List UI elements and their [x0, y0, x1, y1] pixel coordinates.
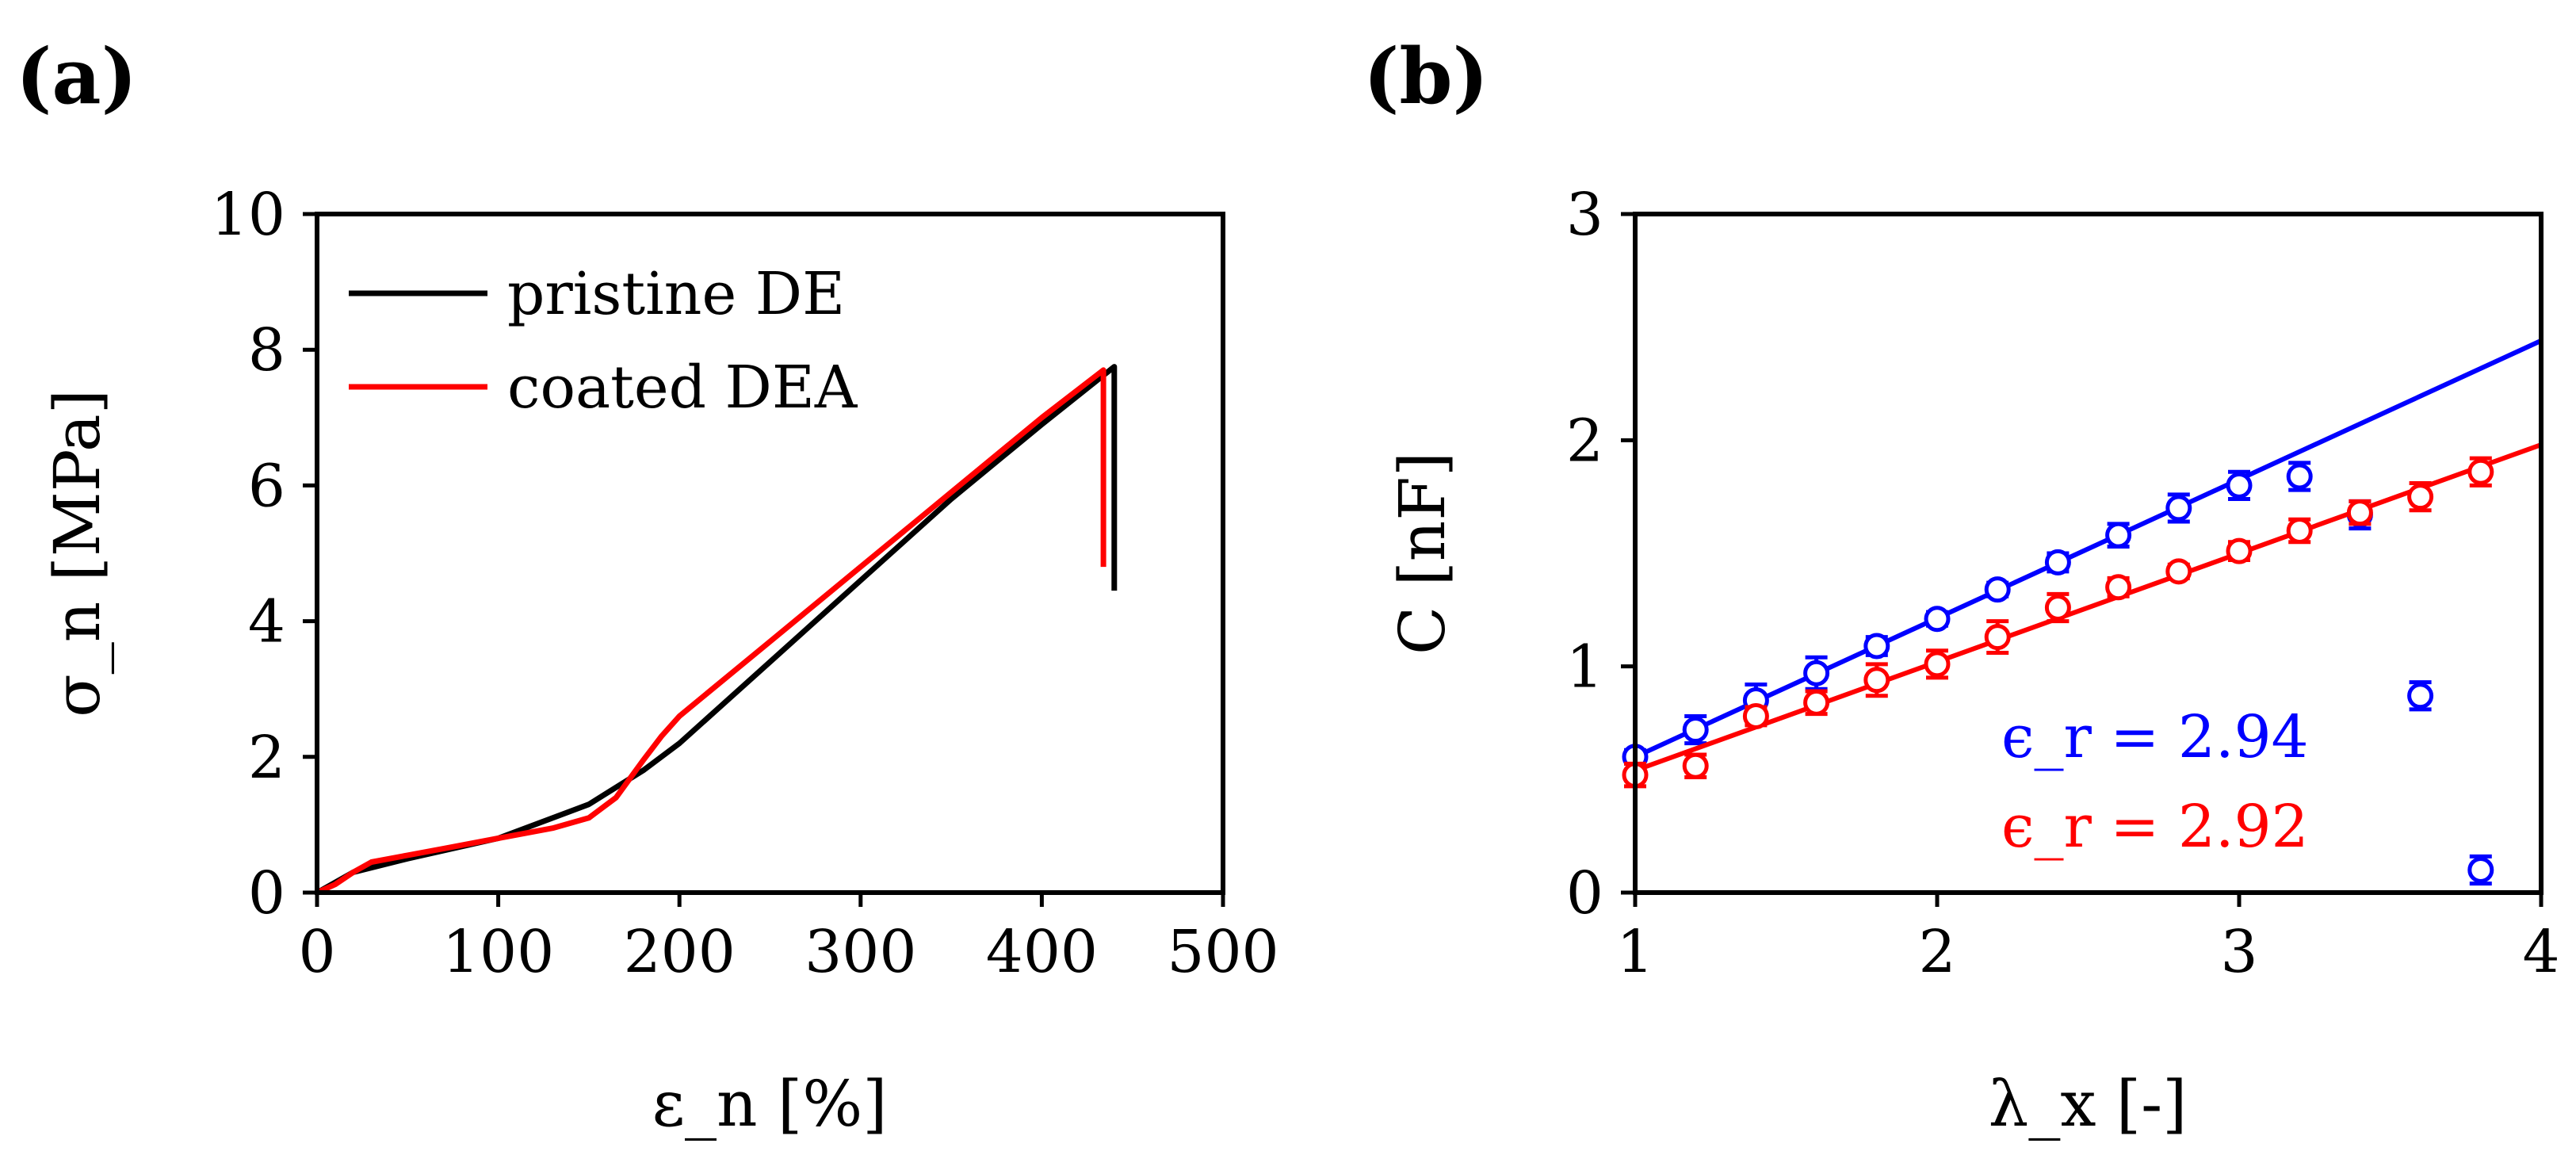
data-point-red [2346, 499, 2373, 526]
series-line-coated-dea [315, 367, 1106, 896]
legend-label-coated: coated DEA [507, 354, 858, 422]
panel-b-y-axis-label: C [nF] [1385, 452, 1459, 655]
data-point-blue [1924, 606, 1951, 633]
data-point-red [2467, 458, 2494, 485]
data-point-blue [1682, 717, 1709, 744]
data-point-red [1924, 651, 1951, 678]
data-point-red [2407, 484, 2434, 511]
data-point-blue [1984, 576, 2011, 603]
panel-b-x-tick-label: 1 [1616, 918, 1653, 986]
panel-b-y-tick-label: 2 [1566, 407, 1603, 475]
fit-line-blue [1634, 338, 2543, 759]
data-point-blue [2286, 463, 2313, 490]
panel-b-label: (b) [1363, 32, 1489, 121]
panel-a-x-axis-label: ε_n [%] [652, 1067, 888, 1141]
panel-b-y-tick-label: 0 [1566, 859, 1603, 927]
data-point-blue [1803, 660, 1830, 686]
data-point-blue [2467, 856, 2494, 883]
data-point-blue [2407, 683, 2434, 709]
data-point-blue [2105, 522, 2132, 549]
panel-a-label: (a) [16, 32, 137, 121]
data-point-red [1742, 702, 1769, 729]
panel-b-series [1622, 338, 2543, 886]
panel-a-x-tick-label: 0 [298, 918, 335, 986]
panel-a-y-axis-label: σ_n [MPa] [40, 389, 114, 717]
panel-b-y-ticks: 0 1 2 3 [1566, 181, 1635, 927]
panel-b-x-ticks: 1 2 3 4 [1616, 893, 2560, 986]
legend-label-pristine: pristine DE [507, 260, 845, 328]
fit-line-red [1634, 442, 2543, 773]
panel-b-y-tick-label: 1 [1566, 633, 1603, 702]
panel-a-x-tick-label: 400 [986, 918, 1098, 986]
panel-b-x-tick-label: 4 [2522, 918, 2559, 986]
data-point-red [1984, 624, 2011, 651]
data-point-blue [2044, 549, 2071, 576]
panel-a-y-tick-label: 6 [248, 452, 285, 520]
panel-b-frame [1633, 212, 2544, 895]
panel-a: (a) 0 100 200 300 400 500 0 2 4 6 8 10 ε_n [%] σ_n… [16, 32, 1279, 1141]
panel-a-x-tick-label: 100 [442, 918, 554, 986]
data-point-blue [2165, 495, 2192, 522]
data-point-red [2165, 558, 2192, 585]
data-point-blue [1863, 633, 1890, 660]
panel-b-y-tick-label: 3 [1566, 181, 1603, 249]
data-point-red [1803, 689, 1830, 716]
panel-a-y-ticks: 0 2 4 6 8 10 [211, 181, 317, 927]
data-point-red [2044, 594, 2071, 621]
panel-a-y-tick-label: 4 [248, 588, 285, 656]
panel-a-x-ticks: 0 100 200 300 400 500 [298, 893, 1279, 986]
data-point-red [1682, 752, 1709, 779]
panel-b-x-tick-label: 3 [2220, 918, 2257, 986]
panel-a-x-tick-label: 500 [1167, 918, 1278, 986]
panel-a-y-tick-label: 10 [211, 181, 285, 249]
panel-a-y-tick-label: 2 [248, 724, 285, 792]
data-point-blue [2226, 472, 2253, 499]
panel-b-x-tick-label: 2 [1918, 918, 1955, 986]
panel-a-x-tick-label: 300 [805, 918, 916, 986]
data-point-red [1863, 667, 1890, 694]
panel-a-y-tick-label: 8 [248, 316, 285, 384]
fit-label-blue: ϵ_r = 2.94 [2001, 703, 2309, 771]
panel-a-y-tick-label: 0 [248, 859, 285, 927]
panel-a-frame [315, 212, 1225, 895]
data-point-red [2226, 537, 2253, 564]
data-point-red [2105, 574, 2132, 601]
fit-label-red: ϵ_r = 2.92 [2001, 793, 2309, 861]
panel-b-x-axis-label: λ_x [-] [1989, 1067, 2188, 1141]
data-point-red [2286, 517, 2313, 544]
panel-a-legend: pristine DE coated DEA [349, 260, 858, 422]
panel-a-x-tick-label: 200 [624, 918, 736, 986]
panel-a-series [315, 364, 1118, 896]
series-line-pristine-de [315, 364, 1118, 896]
